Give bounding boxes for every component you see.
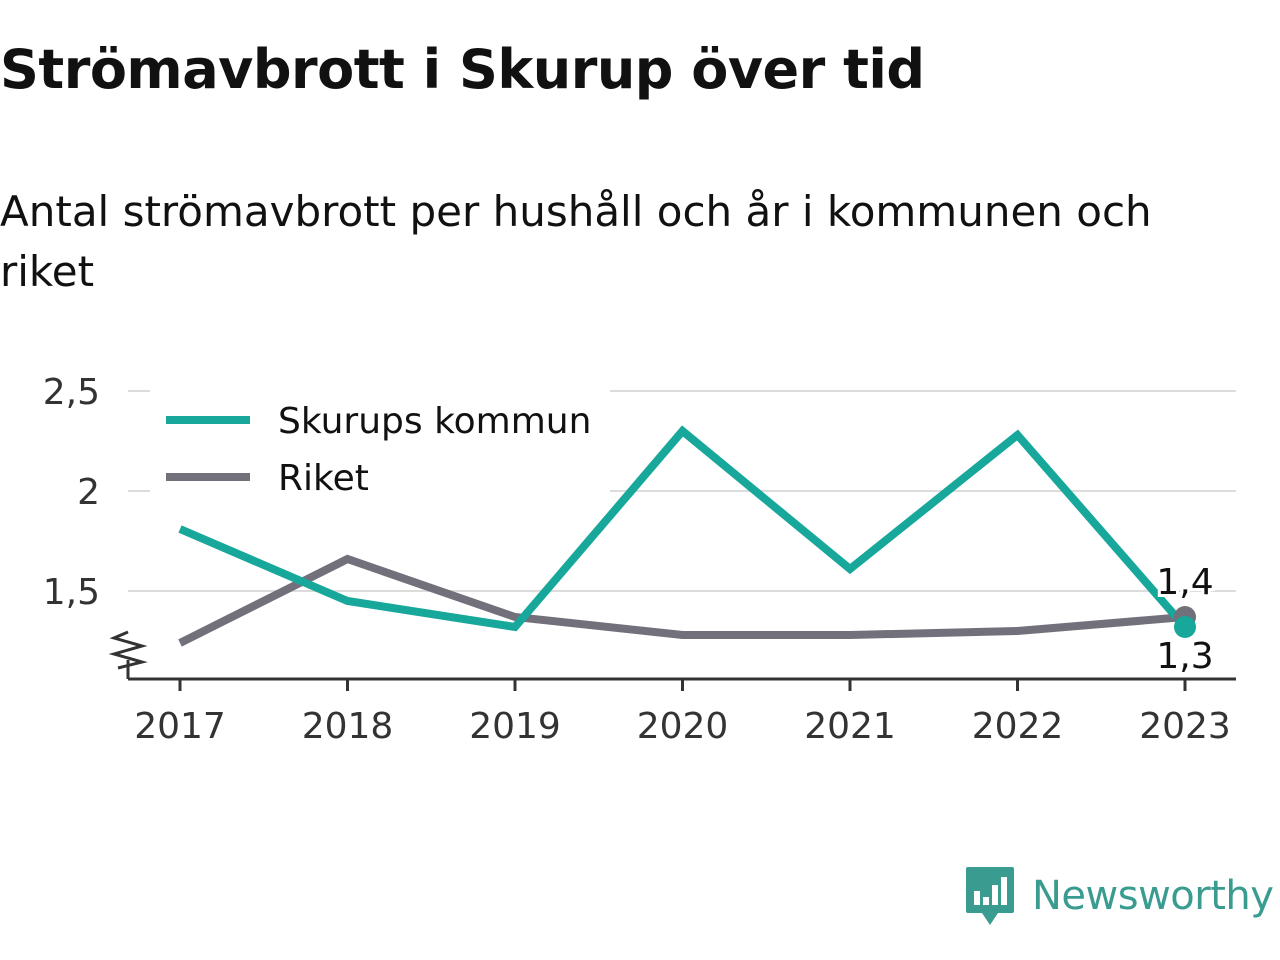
y-tick-label: 2 bbox=[77, 472, 100, 513]
x-tick-label: 2020 bbox=[637, 706, 729, 747]
legend: Skurups kommun Riket bbox=[150, 386, 610, 506]
brand: Newsworthy bbox=[964, 864, 1274, 928]
legend-background bbox=[150, 386, 610, 506]
y-tick-label: 1,5 bbox=[43, 572, 100, 613]
series-line bbox=[178, 554, 1186, 647]
x-tick-label: 2022 bbox=[972, 706, 1064, 747]
x-tick-label: 2018 bbox=[302, 706, 394, 747]
series-end-point bbox=[1174, 616, 1196, 638]
data-label: 1,3 bbox=[1156, 636, 1213, 677]
x-tick-label: 2019 bbox=[469, 706, 561, 747]
y-tick-label: 2,5 bbox=[43, 372, 100, 413]
axes: 1,5 2 2,5 2017 2018 2019 2020 2021 2022 2023 bbox=[43, 372, 1236, 747]
axis-break-icon bbox=[108, 630, 148, 670]
data-labels: 1,4 1,3 bbox=[1153, 559, 1216, 680]
data-label: 1,4 bbox=[1156, 562, 1213, 603]
newsworthy-logo-icon bbox=[966, 867, 1014, 925]
legend-label: Riket bbox=[278, 458, 369, 499]
chart-subtitle: Antal strömavbrott per hushåll och år i … bbox=[0, 187, 1152, 296]
x-tick-label: 2021 bbox=[804, 706, 896, 747]
legend-label: Skurups kommun bbox=[278, 401, 591, 442]
chart-title: Strömavbrott i Skurup över tid bbox=[0, 38, 925, 101]
x-tick-label: 2023 bbox=[1139, 706, 1231, 747]
brand-name: Newsworthy bbox=[1032, 873, 1274, 919]
series-line bbox=[178, 425, 1189, 632]
x-tick-label: 2017 bbox=[134, 706, 226, 747]
series-lines bbox=[178, 425, 1196, 647]
